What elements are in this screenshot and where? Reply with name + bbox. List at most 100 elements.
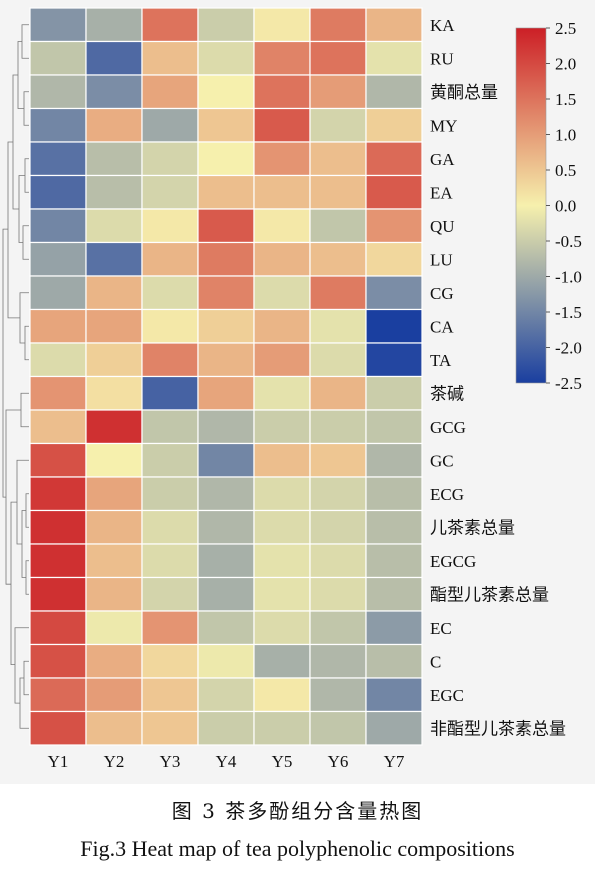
- heatmap-cell: [29, 275, 87, 311]
- caption-chinese: 图 3 茶多酚组分含量热图: [171, 799, 424, 823]
- row-label: 酯型儿茶素总量: [430, 585, 549, 604]
- column-label: Y1: [48, 752, 69, 771]
- heatmap-cell: [309, 509, 367, 545]
- heatmap-cell: [309, 409, 367, 445]
- heatmap-cell: [29, 375, 87, 411]
- colorbar-tick-label: 0.5: [555, 161, 576, 180]
- heatmap-cell: [253, 543, 311, 579]
- row-label: MY: [430, 116, 457, 135]
- heatmap-cell: [29, 543, 87, 579]
- heatmap-cell: [253, 275, 311, 311]
- heatmap-cell: [365, 174, 423, 210]
- heatmap-cell: [29, 241, 87, 277]
- heatmap-cell: [85, 275, 143, 311]
- colorbar-tick-label: -1.0: [555, 268, 582, 287]
- heatmap-cell: [309, 241, 367, 277]
- heatmap-cell: [253, 610, 311, 646]
- heatmap-cell: [197, 576, 255, 612]
- heatmap-cell: [253, 208, 311, 244]
- heatmap-cell: [365, 308, 423, 344]
- heatmap-cell: [197, 107, 255, 143]
- heatmap-cell: [197, 442, 255, 478]
- heatmap-cell: [309, 643, 367, 679]
- heatmap-cell: [365, 107, 423, 143]
- column-label: Y3: [160, 752, 181, 771]
- heatmap-cell: [141, 342, 199, 378]
- row-label: ECG: [430, 485, 464, 504]
- heatmap-cell: [309, 40, 367, 76]
- heatmap-cell: [253, 241, 311, 277]
- caption-english: Fig.3 Heat map of tea polyphenolic compo…: [80, 836, 515, 861]
- heatmap-cell: [29, 174, 87, 210]
- heatmap-cell: [85, 74, 143, 110]
- heatmap-cell: [141, 208, 199, 244]
- heatmap-cell: [85, 107, 143, 143]
- heatmap-cell: [309, 308, 367, 344]
- heatmap-cell: [29, 576, 87, 612]
- heatmap-cell: [365, 610, 423, 646]
- heatmap-cell: [29, 342, 87, 378]
- heatmap-cell: [197, 342, 255, 378]
- heatmap-cell: [29, 509, 87, 545]
- heatmap-cell: [85, 174, 143, 210]
- column-label: Y7: [384, 752, 405, 771]
- column-label: Y4: [216, 752, 237, 771]
- row-label: 非酯型儿茶素总量: [430, 719, 566, 738]
- heatmap-cell: [253, 509, 311, 545]
- heatmap-cell: [85, 576, 143, 612]
- row-label: GCG: [430, 418, 466, 437]
- heatmap-cell: [85, 342, 143, 378]
- heatmap-cell: [141, 40, 199, 76]
- heatmap-cell: [29, 40, 87, 76]
- heatmap-cell: [253, 174, 311, 210]
- heatmap-cell: [365, 442, 423, 478]
- row-label: 茶碱: [430, 384, 464, 403]
- row-label: CA: [430, 317, 454, 336]
- heatmap-cell: [85, 677, 143, 713]
- column-label: Y6: [328, 752, 349, 771]
- heatmap-cell: [309, 610, 367, 646]
- heatmap-figure: KA RU 黄酮总量 MY GA EA QU LU CG CA TA 茶碱 GCG GC ECG 儿茶素总量 E…: [0, 0, 595, 784]
- row-dendrogram: [2, 24, 29, 729]
- heatmap-cell: [309, 7, 367, 43]
- heatmap-cell: [365, 208, 423, 244]
- heatmap-cell: [309, 677, 367, 713]
- heatmap-cell: [309, 476, 367, 512]
- heatmap-cell: [141, 275, 199, 311]
- colorbar-tick-label: -0.5: [555, 232, 582, 251]
- column-label: Y2: [104, 752, 125, 771]
- dendrogram-branch: [7, 141, 20, 319]
- heatmap-chart: KA RU 黄酮总量 MY GA EA QU LU CG CA TA 茶碱 GCG GC ECG 儿茶素总量 E…: [0, 0, 595, 784]
- heatmap-cell: [85, 241, 143, 277]
- colorbar-tick-label: -2.0: [555, 339, 582, 358]
- heatmap-cell: [309, 710, 367, 746]
- heatmap-cell: [197, 677, 255, 713]
- heatmap-cell: [29, 610, 87, 646]
- heatmap-cell: [197, 275, 255, 311]
- heatmap-cell: [85, 409, 143, 445]
- heatmap-cell: [365, 509, 423, 545]
- colorbar-tick-label: -1.5: [555, 303, 582, 322]
- heatmap-cell: [197, 141, 255, 177]
- heatmap-cell: [29, 710, 87, 746]
- heatmap-cell: [197, 174, 255, 210]
- heatmap-cell: [85, 308, 143, 344]
- heatmap-cell: [85, 208, 143, 244]
- heatmap-cell: [29, 107, 87, 143]
- heatmap-cell: [365, 74, 423, 110]
- heatmap-cell: [85, 610, 143, 646]
- heatmap-cell: [29, 476, 87, 512]
- row-label: C: [430, 652, 441, 671]
- heatmap-cell: [197, 543, 255, 579]
- heatmap-cell: [141, 576, 199, 612]
- heatmap-cell: [85, 509, 143, 545]
- row-label: GC: [430, 451, 454, 470]
- row-label: 黄酮总量: [430, 83, 498, 102]
- heatmap-cell: [309, 342, 367, 378]
- colorbar: [515, 27, 547, 384]
- heatmap-cell: [197, 509, 255, 545]
- heatmap-cell: [253, 342, 311, 378]
- heatmap-cell: [309, 442, 367, 478]
- heatmap-cell: [253, 442, 311, 478]
- heatmap-cell: [309, 107, 367, 143]
